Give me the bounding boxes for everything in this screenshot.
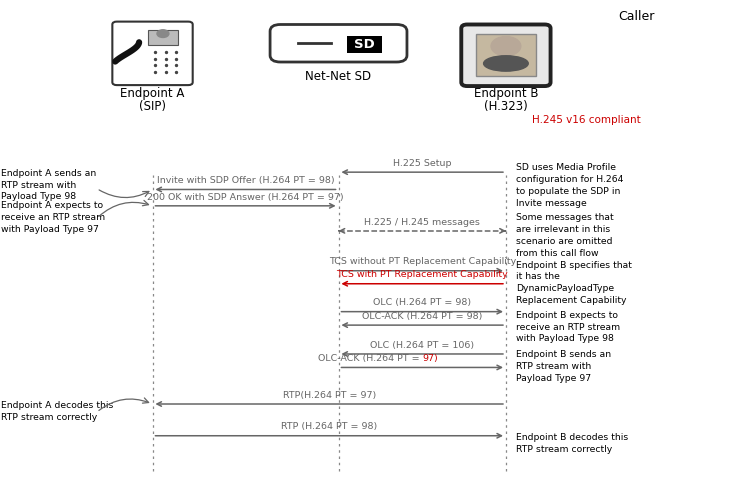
Text: TCS with PT Replacement Capability: TCS with PT Replacement Capability: [336, 270, 508, 279]
Text: RTP(H.264 PT = 97): RTP(H.264 PT = 97): [283, 390, 376, 399]
Text: TCS without PT Replacement Capability: TCS without PT Replacement Capability: [329, 257, 516, 266]
FancyBboxPatch shape: [461, 25, 551, 87]
FancyBboxPatch shape: [270, 25, 407, 63]
Text: Endpoint B sends an
RTP stream with
Payload Type 97: Endpoint B sends an RTP stream with Payl…: [516, 349, 612, 382]
Ellipse shape: [484, 57, 528, 72]
Text: Net-Net SD: Net-Net SD: [306, 70, 371, 83]
Text: Endpoint B decodes this
RTP stream correctly: Endpoint B decodes this RTP stream corre…: [516, 432, 629, 453]
FancyBboxPatch shape: [148, 31, 178, 46]
Circle shape: [491, 37, 521, 57]
Bar: [476, 35, 536, 77]
Text: Endpoint A expects to
receive an RTP stream
with Payload Type 97: Endpoint A expects to receive an RTP str…: [1, 201, 106, 233]
Text: H.225 Setup: H.225 Setup: [393, 158, 452, 168]
Text: Endpoint B expects to
receive an RTP stream
with Payload Type 98: Endpoint B expects to receive an RTP str…: [516, 310, 620, 343]
Text: Endpoint B specifies that
it has the
DynamicPayloadType
Replacement Capability: Endpoint B specifies that it has the Dyn…: [516, 260, 632, 304]
Text: Some messages that
are irrelevant in this
scenario are omitted
from this call fl: Some messages that are irrelevant in thi…: [516, 213, 614, 257]
Text: Invite with SDP Offer (H.264 PT = 98): Invite with SDP Offer (H.264 PT = 98): [157, 176, 334, 185]
Text: OLC-ACK (H.264 PT =: OLC-ACK (H.264 PT =: [318, 353, 423, 362]
Text: 97): 97): [423, 353, 438, 362]
FancyBboxPatch shape: [347, 36, 382, 54]
Circle shape: [157, 31, 169, 38]
Text: (H.323): (H.323): [484, 100, 527, 113]
Text: (SIP): (SIP): [139, 100, 166, 113]
Text: OLC (H.264 PT = 106): OLC (H.264 PT = 106): [371, 340, 474, 349]
Text: H.245 v16 compliant: H.245 v16 compliant: [532, 115, 641, 125]
FancyBboxPatch shape: [112, 23, 193, 86]
Text: Endpoint A sends an
RTP stream with
Payload Type 98: Endpoint A sends an RTP stream with Payl…: [1, 168, 97, 201]
Text: Endpoint B: Endpoint B: [474, 86, 538, 99]
Text: SD: SD: [354, 38, 375, 51]
Text: Endpoint A: Endpoint A: [121, 86, 185, 99]
Text: Caller: Caller: [618, 10, 654, 23]
Text: RTP (H.264 PT = 98): RTP (H.264 PT = 98): [281, 421, 377, 431]
Text: OLC-ACK (H.264 PT = 98): OLC-ACK (H.264 PT = 98): [362, 311, 482, 320]
Text: 200 OK with SDP Answer (H.264 PT = 97): 200 OK with SDP Answer (H.264 PT = 97): [147, 192, 344, 201]
Text: H.225 / H.245 messages: H.225 / H.245 messages: [365, 217, 480, 226]
Text: Endpoint A decodes this
RTP stream correctly: Endpoint A decodes this RTP stream corre…: [1, 400, 114, 421]
Text: SD uses Media Profile
configuration for H.264
to populate the SDP in
Invite mess: SD uses Media Profile configuration for …: [516, 163, 623, 207]
Text: OLC (H.264 PT = 98): OLC (H.264 PT = 98): [373, 298, 471, 307]
